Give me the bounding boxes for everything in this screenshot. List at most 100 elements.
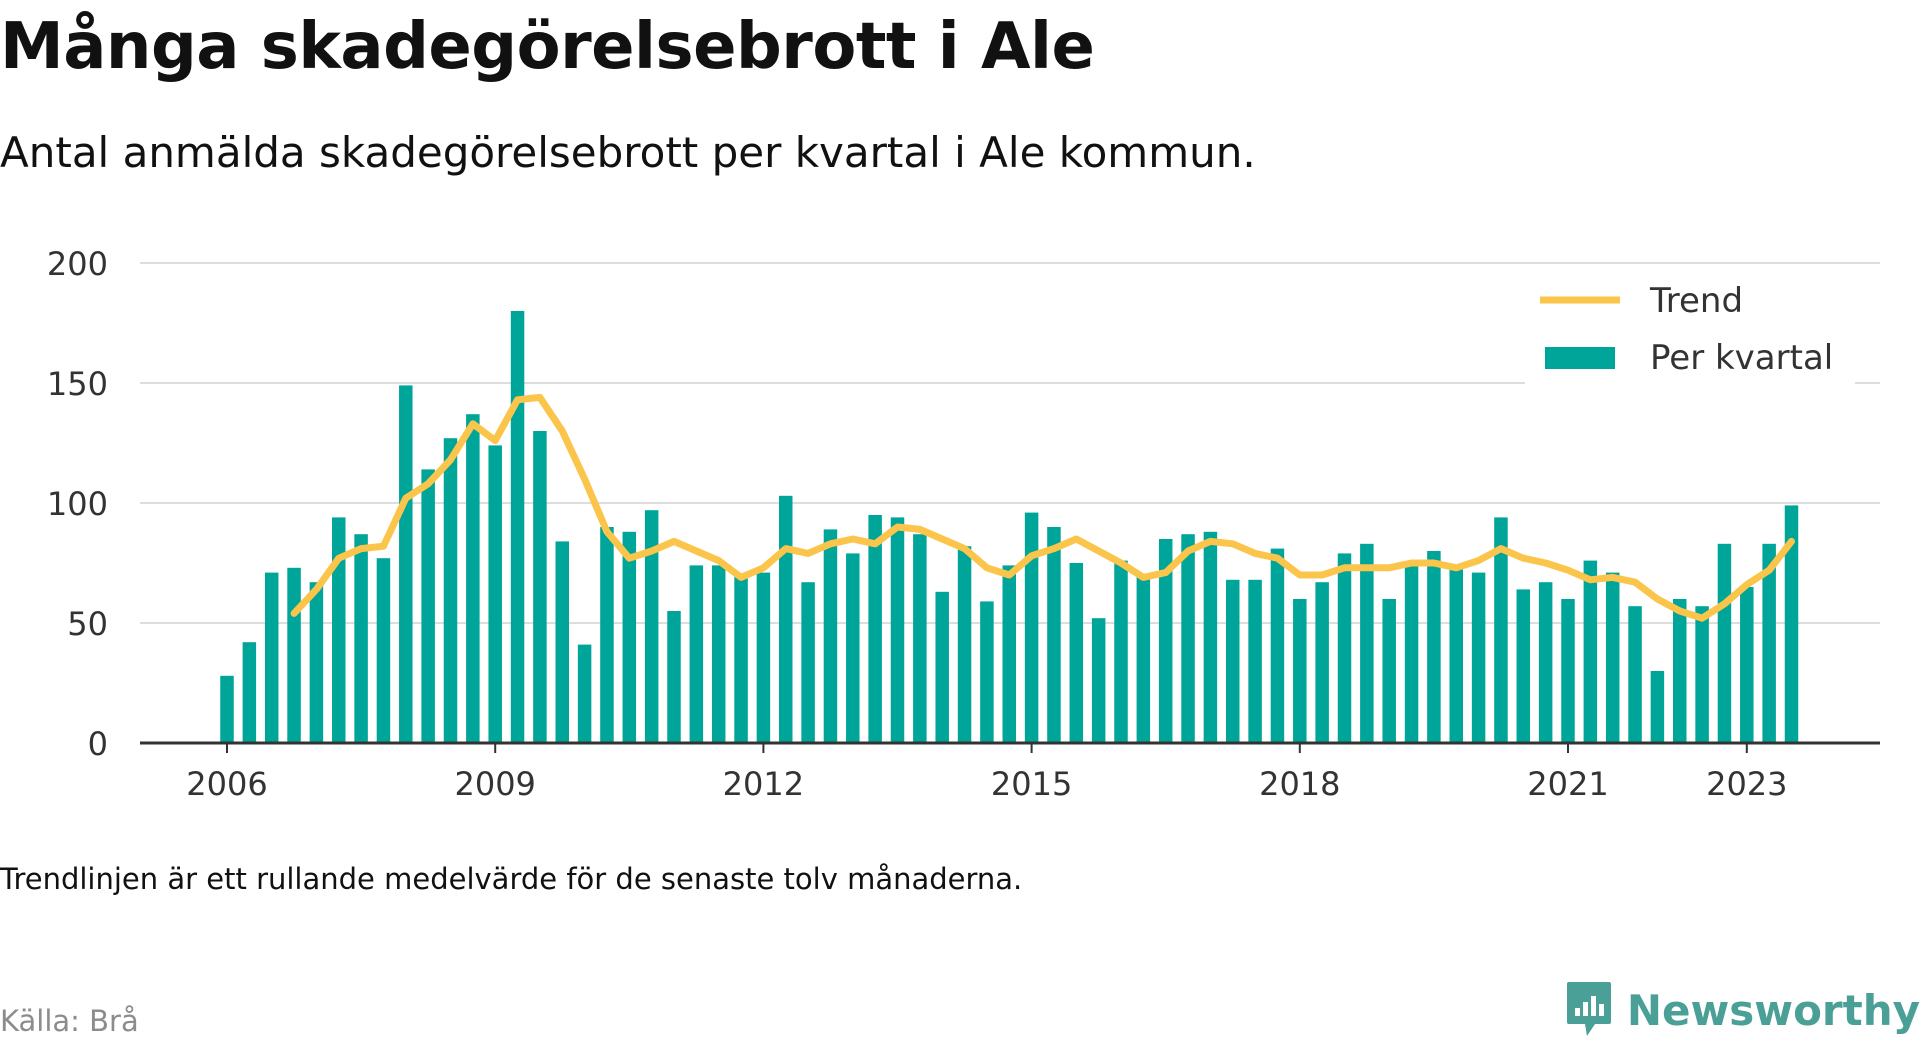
x-tick-label: 2021 xyxy=(1527,765,1608,800)
bar xyxy=(399,385,413,743)
bar xyxy=(1471,572,1486,743)
x-tick-label: 2009 xyxy=(454,765,535,800)
bar xyxy=(890,517,905,743)
chart-subtitle: Antal anmälda skadegörelsebrott per kvar… xyxy=(0,128,1256,177)
bar xyxy=(1203,531,1218,743)
bar xyxy=(1449,565,1463,743)
bar xyxy=(533,431,547,743)
bar xyxy=(1248,579,1262,743)
bar xyxy=(264,572,279,743)
bar xyxy=(1628,606,1642,743)
bar xyxy=(309,582,324,743)
y-tick-label: 50 xyxy=(67,605,108,643)
bar xyxy=(220,675,234,743)
bar xyxy=(689,565,704,743)
bar xyxy=(600,527,614,743)
bar xyxy=(711,565,726,743)
bar xyxy=(242,642,257,743)
bar xyxy=(779,495,793,743)
bar xyxy=(1740,587,1754,743)
legend-trend-label: Trend xyxy=(1649,281,1743,321)
bar xyxy=(1717,543,1732,743)
source: Källa: Brå xyxy=(0,1004,139,1038)
bar xyxy=(980,601,994,743)
chart: 0 50 100 150 200 2006 2009 2012 2015 2018 2021 202… xyxy=(47,245,1880,800)
bar xyxy=(1538,582,1553,743)
bar xyxy=(1091,618,1106,743)
legend-bar-swatch xyxy=(1545,347,1615,369)
bar xyxy=(1427,551,1441,743)
bar xyxy=(846,553,860,743)
bar xyxy=(622,531,637,743)
bar xyxy=(332,517,346,743)
x-tick-label: 2015 xyxy=(991,765,1072,800)
bar xyxy=(734,575,748,743)
bar xyxy=(1494,517,1508,743)
bar xyxy=(801,582,815,743)
x-tick-labels: 2006 2009 2012 2015 2018 2021 2023 xyxy=(186,765,1787,800)
bar xyxy=(1002,565,1016,743)
bar xyxy=(1404,563,1419,743)
bar-series xyxy=(220,311,1799,743)
y-tick-label: 0 xyxy=(88,725,108,763)
bar xyxy=(1762,543,1776,743)
bar xyxy=(1337,553,1352,743)
bar xyxy=(913,534,927,743)
bar xyxy=(1784,505,1799,743)
y-tick-label: 150 xyxy=(47,365,108,403)
bar xyxy=(287,567,301,743)
bar xyxy=(1024,512,1039,743)
bar xyxy=(935,591,949,743)
chart-title: Många skadegörelsebrott i Ale xyxy=(0,10,1095,84)
x-tick-label: 2012 xyxy=(723,765,804,800)
bar xyxy=(1226,579,1240,743)
bar xyxy=(443,438,458,743)
bar xyxy=(644,510,659,743)
bar xyxy=(1561,599,1575,743)
bar xyxy=(1650,671,1665,743)
x-tick-marks xyxy=(226,743,1748,753)
bar xyxy=(510,311,525,743)
bar xyxy=(1382,599,1396,743)
bar xyxy=(1293,599,1307,743)
newsworthy-logo-icon xyxy=(1566,982,1611,1036)
bar xyxy=(1136,575,1151,743)
bar xyxy=(1181,534,1195,743)
bar xyxy=(466,414,480,743)
bar xyxy=(823,529,838,743)
bar xyxy=(868,515,882,743)
bar xyxy=(421,469,435,743)
newsworthy-logo: Newsworthy xyxy=(1565,980,1920,1040)
bar xyxy=(1583,560,1598,743)
bar xyxy=(1114,560,1128,743)
y-tick-label: 200 xyxy=(47,245,108,283)
bar xyxy=(577,644,592,743)
bar xyxy=(1315,582,1329,743)
bar xyxy=(376,558,391,743)
y-tick-label: 100 xyxy=(47,485,108,523)
bar xyxy=(1673,599,1687,743)
bar xyxy=(1270,548,1285,743)
bar xyxy=(756,572,771,743)
bar xyxy=(1158,539,1173,743)
x-tick-label: 2023 xyxy=(1706,765,1787,800)
bar xyxy=(1695,606,1709,743)
bar xyxy=(1069,563,1084,743)
bar xyxy=(1360,543,1374,743)
bar xyxy=(667,611,681,743)
bar xyxy=(488,445,502,743)
bar xyxy=(555,541,569,743)
bar xyxy=(1047,527,1061,743)
bar xyxy=(354,534,368,743)
bar xyxy=(1516,589,1531,743)
brand-name: Newsworthy xyxy=(1626,985,1920,1035)
legend-bar-label: Per kvartal xyxy=(1650,338,1833,378)
bar xyxy=(957,546,972,743)
legend: Trend Per kvartal xyxy=(1525,268,1855,388)
x-tick-label: 2006 xyxy=(186,765,267,800)
footnote: Trendlinjen är ett rullande medelvärde f… xyxy=(0,862,1023,896)
x-tick-label: 2018 xyxy=(1259,765,1340,800)
trend-line xyxy=(290,393,1795,622)
bar xyxy=(1605,572,1620,743)
y-tick-labels: 0 50 100 150 200 xyxy=(47,245,108,763)
